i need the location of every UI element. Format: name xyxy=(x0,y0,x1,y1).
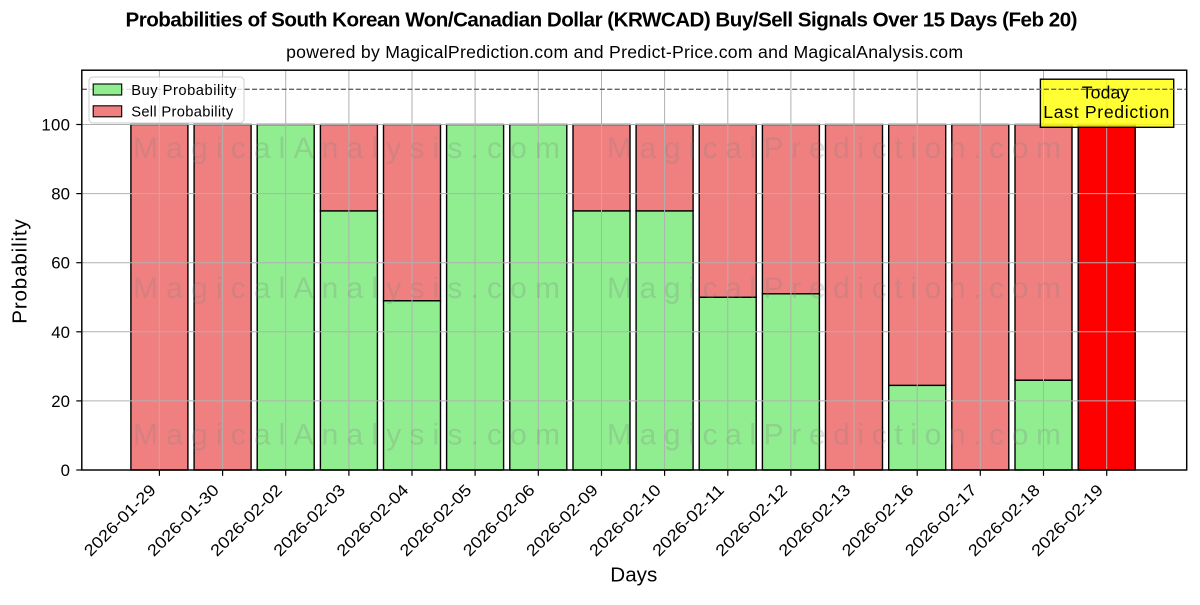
svg-text:40: 40 xyxy=(51,323,70,342)
svg-text:20: 20 xyxy=(51,392,70,411)
svg-text:MagicalAnalysis.com: MagicalAnalysis.com xyxy=(133,419,560,452)
svg-text:Last Prediction: Last Prediction xyxy=(1043,102,1169,122)
svg-text:0: 0 xyxy=(61,461,70,480)
svg-text:60: 60 xyxy=(51,254,70,273)
svg-text:MagicalAnalysis.com: MagicalAnalysis.com xyxy=(133,132,560,165)
svg-text:MagicalPrediction.com: MagicalPrediction.com xyxy=(607,132,1061,165)
svg-text:MagicalAnalysis.com: MagicalAnalysis.com xyxy=(133,272,560,305)
svg-text:MagicalPrediction.com: MagicalPrediction.com xyxy=(607,272,1061,305)
svg-text:Buy Probability: Buy Probability xyxy=(131,83,237,99)
svg-text:Probabilities of South Korean: Probabilities of South Korean Won/Canadi… xyxy=(126,8,1078,31)
svg-text:Sell Probability: Sell Probability xyxy=(131,105,234,121)
svg-text:powered by MagicalPrediction.c: powered by MagicalPrediction.com and Pre… xyxy=(286,42,963,62)
svg-text:100: 100 xyxy=(41,116,70,135)
svg-text:Days: Days xyxy=(610,563,657,586)
svg-text:Probability: Probability xyxy=(9,219,32,324)
svg-text:MagicalPrediction.com: MagicalPrediction.com xyxy=(607,419,1061,452)
svg-text:Today: Today xyxy=(1082,83,1130,103)
svg-text:80: 80 xyxy=(51,185,70,204)
